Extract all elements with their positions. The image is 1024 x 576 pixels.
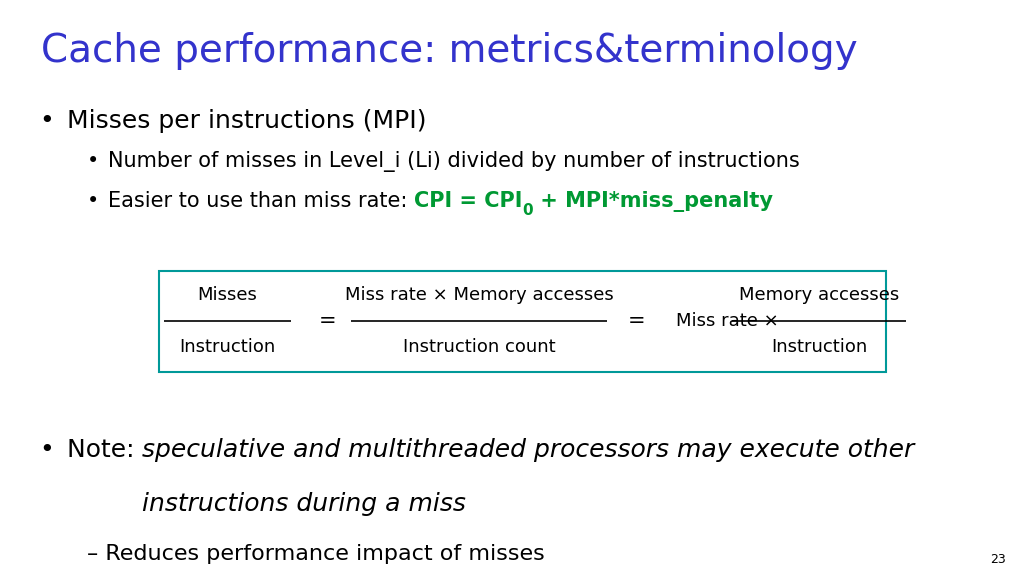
Text: Easier to use than miss rate:: Easier to use than miss rate:: [108, 191, 414, 211]
Text: Cache performance: metrics&terminology: Cache performance: metrics&terminology: [41, 32, 857, 70]
Text: Misses per instructions (MPI): Misses per instructions (MPI): [67, 109, 426, 134]
Text: =: =: [318, 311, 337, 331]
Text: Instruction count: Instruction count: [402, 339, 556, 357]
Text: •: •: [39, 438, 53, 462]
Text: =: =: [628, 311, 646, 331]
Text: Instruction: Instruction: [771, 339, 867, 357]
Text: 0: 0: [522, 203, 532, 218]
Text: – Reduces performance impact of misses: – Reduces performance impact of misses: [87, 544, 545, 564]
Text: CPI = CPI: CPI = CPI: [414, 191, 522, 211]
Text: Note:: Note:: [67, 438, 142, 462]
Text: Instruction: Instruction: [179, 339, 275, 357]
Text: Misses: Misses: [198, 286, 257, 304]
Text: instructions during a miss: instructions during a miss: [142, 492, 466, 517]
Text: Number of misses in Level_i (Li) divided by number of instructions: Number of misses in Level_i (Li) divided…: [108, 151, 800, 172]
Text: speculative and multithreaded processors may execute other: speculative and multithreaded processors…: [142, 438, 914, 462]
Text: •: •: [87, 191, 99, 211]
Text: Miss rate × Memory accesses: Miss rate × Memory accesses: [345, 286, 613, 304]
Text: Memory accesses: Memory accesses: [739, 286, 899, 304]
Text: Miss rate ×: Miss rate ×: [676, 312, 778, 330]
FancyBboxPatch shape: [159, 271, 886, 372]
Text: 23: 23: [990, 552, 1006, 566]
Text: •: •: [39, 109, 53, 134]
Text: + MPI*miss_penalty: + MPI*miss_penalty: [532, 191, 772, 212]
Text: •: •: [87, 151, 99, 172]
